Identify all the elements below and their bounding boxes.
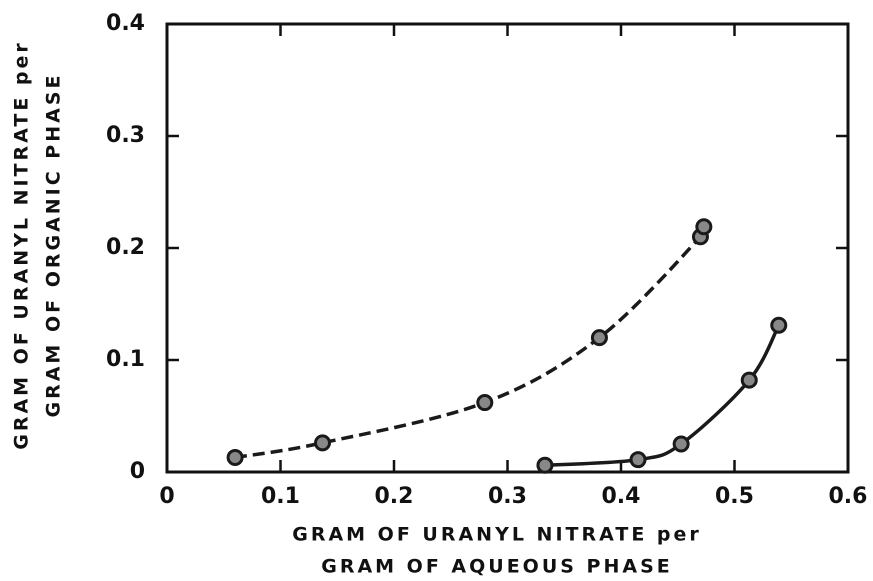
data-point [695, 218, 713, 236]
curve [544, 324, 781, 468]
data-point [740, 371, 758, 389]
x-tick-label: 0.1 [261, 484, 300, 509]
x-tick-label: 0.5 [715, 484, 754, 509]
data-point [536, 456, 554, 474]
plot-frame [165, 22, 850, 474]
y-axis-label: GRAM OF ORGANIC PHASE [43, 72, 65, 417]
x-tick-label: 0.6 [829, 484, 868, 509]
x-tick-label: 0 [159, 484, 174, 509]
x-axis-label: GRAM OF URANYL NITRATE per [292, 524, 702, 546]
data-point [672, 435, 690, 453]
x-tick-label: 0.3 [488, 484, 527, 509]
data-point [476, 394, 494, 412]
data-point [590, 329, 608, 347]
x-tick-label: 0.4 [602, 484, 641, 509]
y-tick-label: 0.1 [106, 347, 145, 372]
data-point [770, 316, 788, 334]
y-axis-label: GRAM OF URANYL NITRATE per [11, 40, 33, 450]
y-tick-label: 0.4 [106, 11, 145, 36]
x-axis-label: GRAM OF AQUEOUS PHASE [321, 556, 673, 578]
y-tick-label: 0 [130, 459, 145, 484]
y-tick-label: 0.3 [106, 123, 145, 148]
data-point [313, 434, 331, 452]
y-tick-label: 0.2 [106, 235, 145, 260]
x-tick-label: 0.2 [375, 484, 414, 509]
data-point [629, 451, 647, 469]
data-point [226, 448, 244, 466]
curve [234, 223, 711, 460]
